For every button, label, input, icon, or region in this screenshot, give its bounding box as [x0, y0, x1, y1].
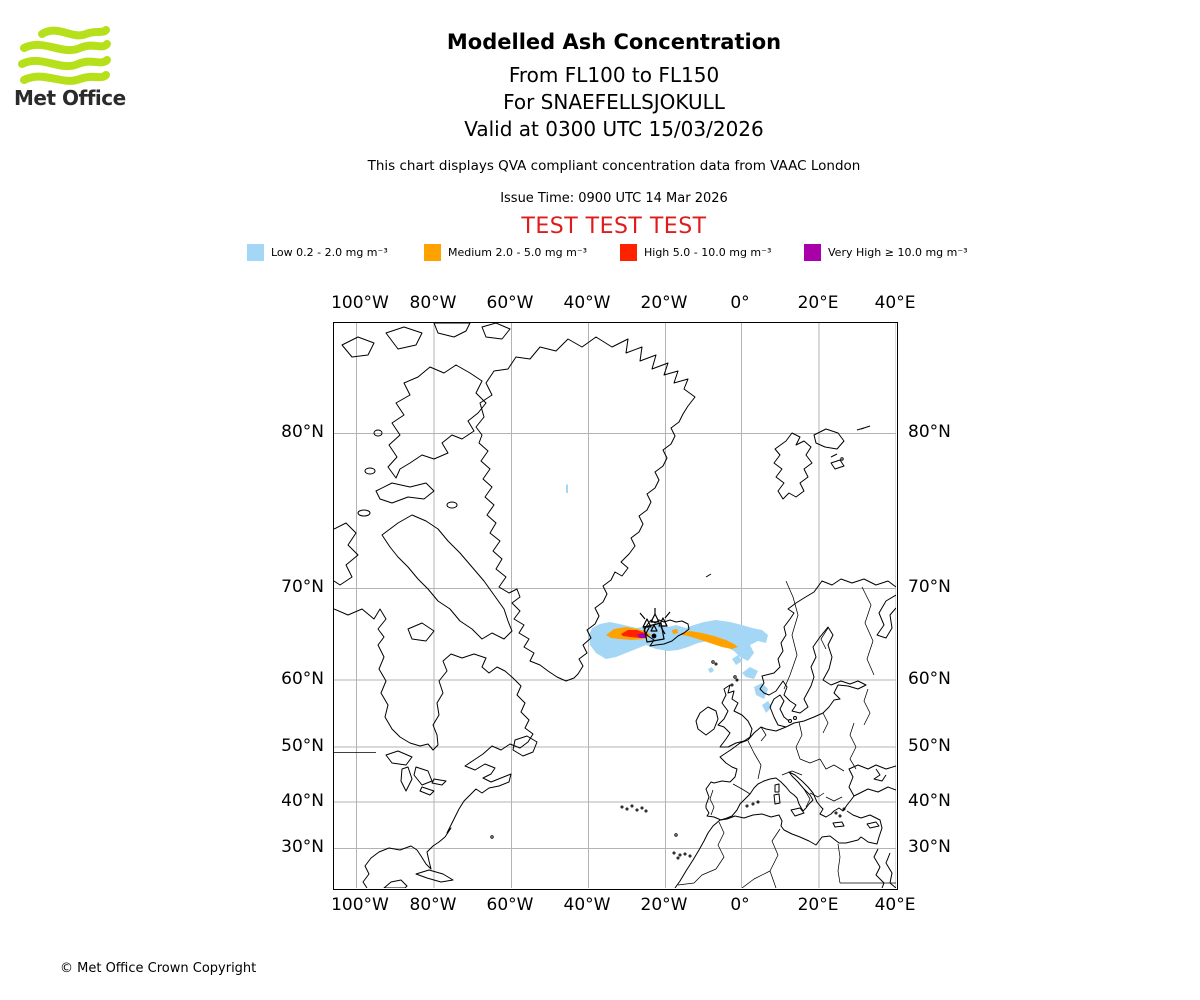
- lat-tick-right-80n: 80°N: [908, 422, 951, 442]
- lat-tick-right-30n: 30°N: [908, 837, 951, 857]
- subtitle-volcano: For SNAEFELLSJOKULL: [503, 90, 725, 114]
- lon-tick-bottom-80w: 80°W: [409, 895, 457, 915]
- lon-tick-top-40w: 40°W: [563, 293, 611, 313]
- legend-swatch-high: [620, 243, 637, 261]
- lon-tick-top-80w: 80°W: [409, 293, 457, 313]
- qva-description: This chart displays QVA compliant concen…: [367, 158, 861, 174]
- lon-tick-top-100w: 100°W: [331, 293, 389, 313]
- lat-tick-right-50n: 50°N: [908, 736, 951, 756]
- test-banner: TEST TEST TEST: [521, 214, 707, 239]
- subtitle-flight-levels: From FL100 to FL150: [508, 63, 720, 87]
- north-atlantic-map: [334, 323, 896, 888]
- lon-tick-bottom-100w: 100°W: [331, 895, 389, 915]
- met-office-logo-text: Met Office: [14, 86, 126, 110]
- legend-swatch-medium: [424, 243, 441, 261]
- map-panel: [333, 322, 898, 890]
- legend-item-low: Low 0.2 - 2.0 mg m⁻³: [247, 243, 388, 261]
- lat-tick-right-40n: 40°N: [908, 791, 951, 811]
- met-office-logo-icon: [18, 26, 111, 85]
- lon-tick-top-60w: 60°W: [486, 293, 534, 313]
- legend-label-medium: Medium 2.0 - 5.0 mg m⁻³: [448, 245, 588, 259]
- legend-item-high: High 5.0 - 10.0 mg m⁻³: [620, 243, 771, 261]
- lon-tick-bottom-20e: 20°E: [797, 895, 839, 915]
- lat-tick-left-30n: 30°N: [281, 837, 324, 857]
- lat-tick-left-80n: 80°N: [281, 422, 324, 442]
- legend-swatch-low: [247, 243, 264, 261]
- legend-item-very-high: Very High ≥ 10.0 mg m⁻³: [804, 243, 968, 261]
- coastlines: [334, 323, 896, 888]
- lat-tick-left-70n: 70°N: [281, 577, 324, 597]
- page-title: Modelled Ash Concentration: [446, 30, 782, 54]
- lon-tick-top-20e: 20°E: [797, 293, 839, 313]
- ash-plume-very-high: [637, 633, 647, 638]
- lon-tick-top-0: 0°: [730, 293, 750, 313]
- lat-tick-left-40n: 40°N: [281, 791, 324, 811]
- legend-item-medium: Medium 2.0 - 5.0 mg m⁻³: [424, 243, 587, 261]
- lat-tick-left-60n: 60°N: [281, 669, 324, 689]
- lon-tick-bottom-40e: 40°E: [874, 895, 916, 915]
- copyright-notice: © Met Office Crown Copyright: [60, 961, 257, 976]
- source-region-box: [643, 622, 665, 643]
- subtitle-valid-time: Valid at 0300 UTC 15/03/2026: [464, 117, 764, 141]
- legend-label-low: Low 0.2 - 2.0 mg m⁻³: [271, 245, 388, 259]
- lon-tick-top-20w: 20°W: [640, 293, 688, 313]
- lon-tick-bottom-60w: 60°W: [486, 895, 534, 915]
- lon-tick-bottom-20w: 20°W: [640, 895, 688, 915]
- legend-label-very-high: Very High ≥ 10.0 mg m⁻³: [828, 245, 968, 259]
- lon-tick-bottom-40w: 40°W: [563, 895, 611, 915]
- country-borders: [334, 580, 896, 888]
- lon-tick-bottom-0: 0°: [730, 895, 750, 915]
- legend-swatch-very-high: [804, 243, 821, 261]
- graticule-grid: [334, 323, 896, 888]
- issue-time: Issue Time: 0900 UTC 14 Mar 2026: [500, 191, 728, 206]
- lat-tick-left-50n: 50°N: [281, 736, 324, 756]
- lon-tick-top-40e: 40°E: [874, 293, 916, 313]
- legend-label-high: High 5.0 - 10.0 mg m⁻³: [644, 245, 772, 259]
- volcano-marker-icon: [639, 608, 671, 639]
- lat-tick-right-70n: 70°N: [908, 577, 951, 597]
- lat-tick-right-60n: 60°N: [908, 669, 951, 689]
